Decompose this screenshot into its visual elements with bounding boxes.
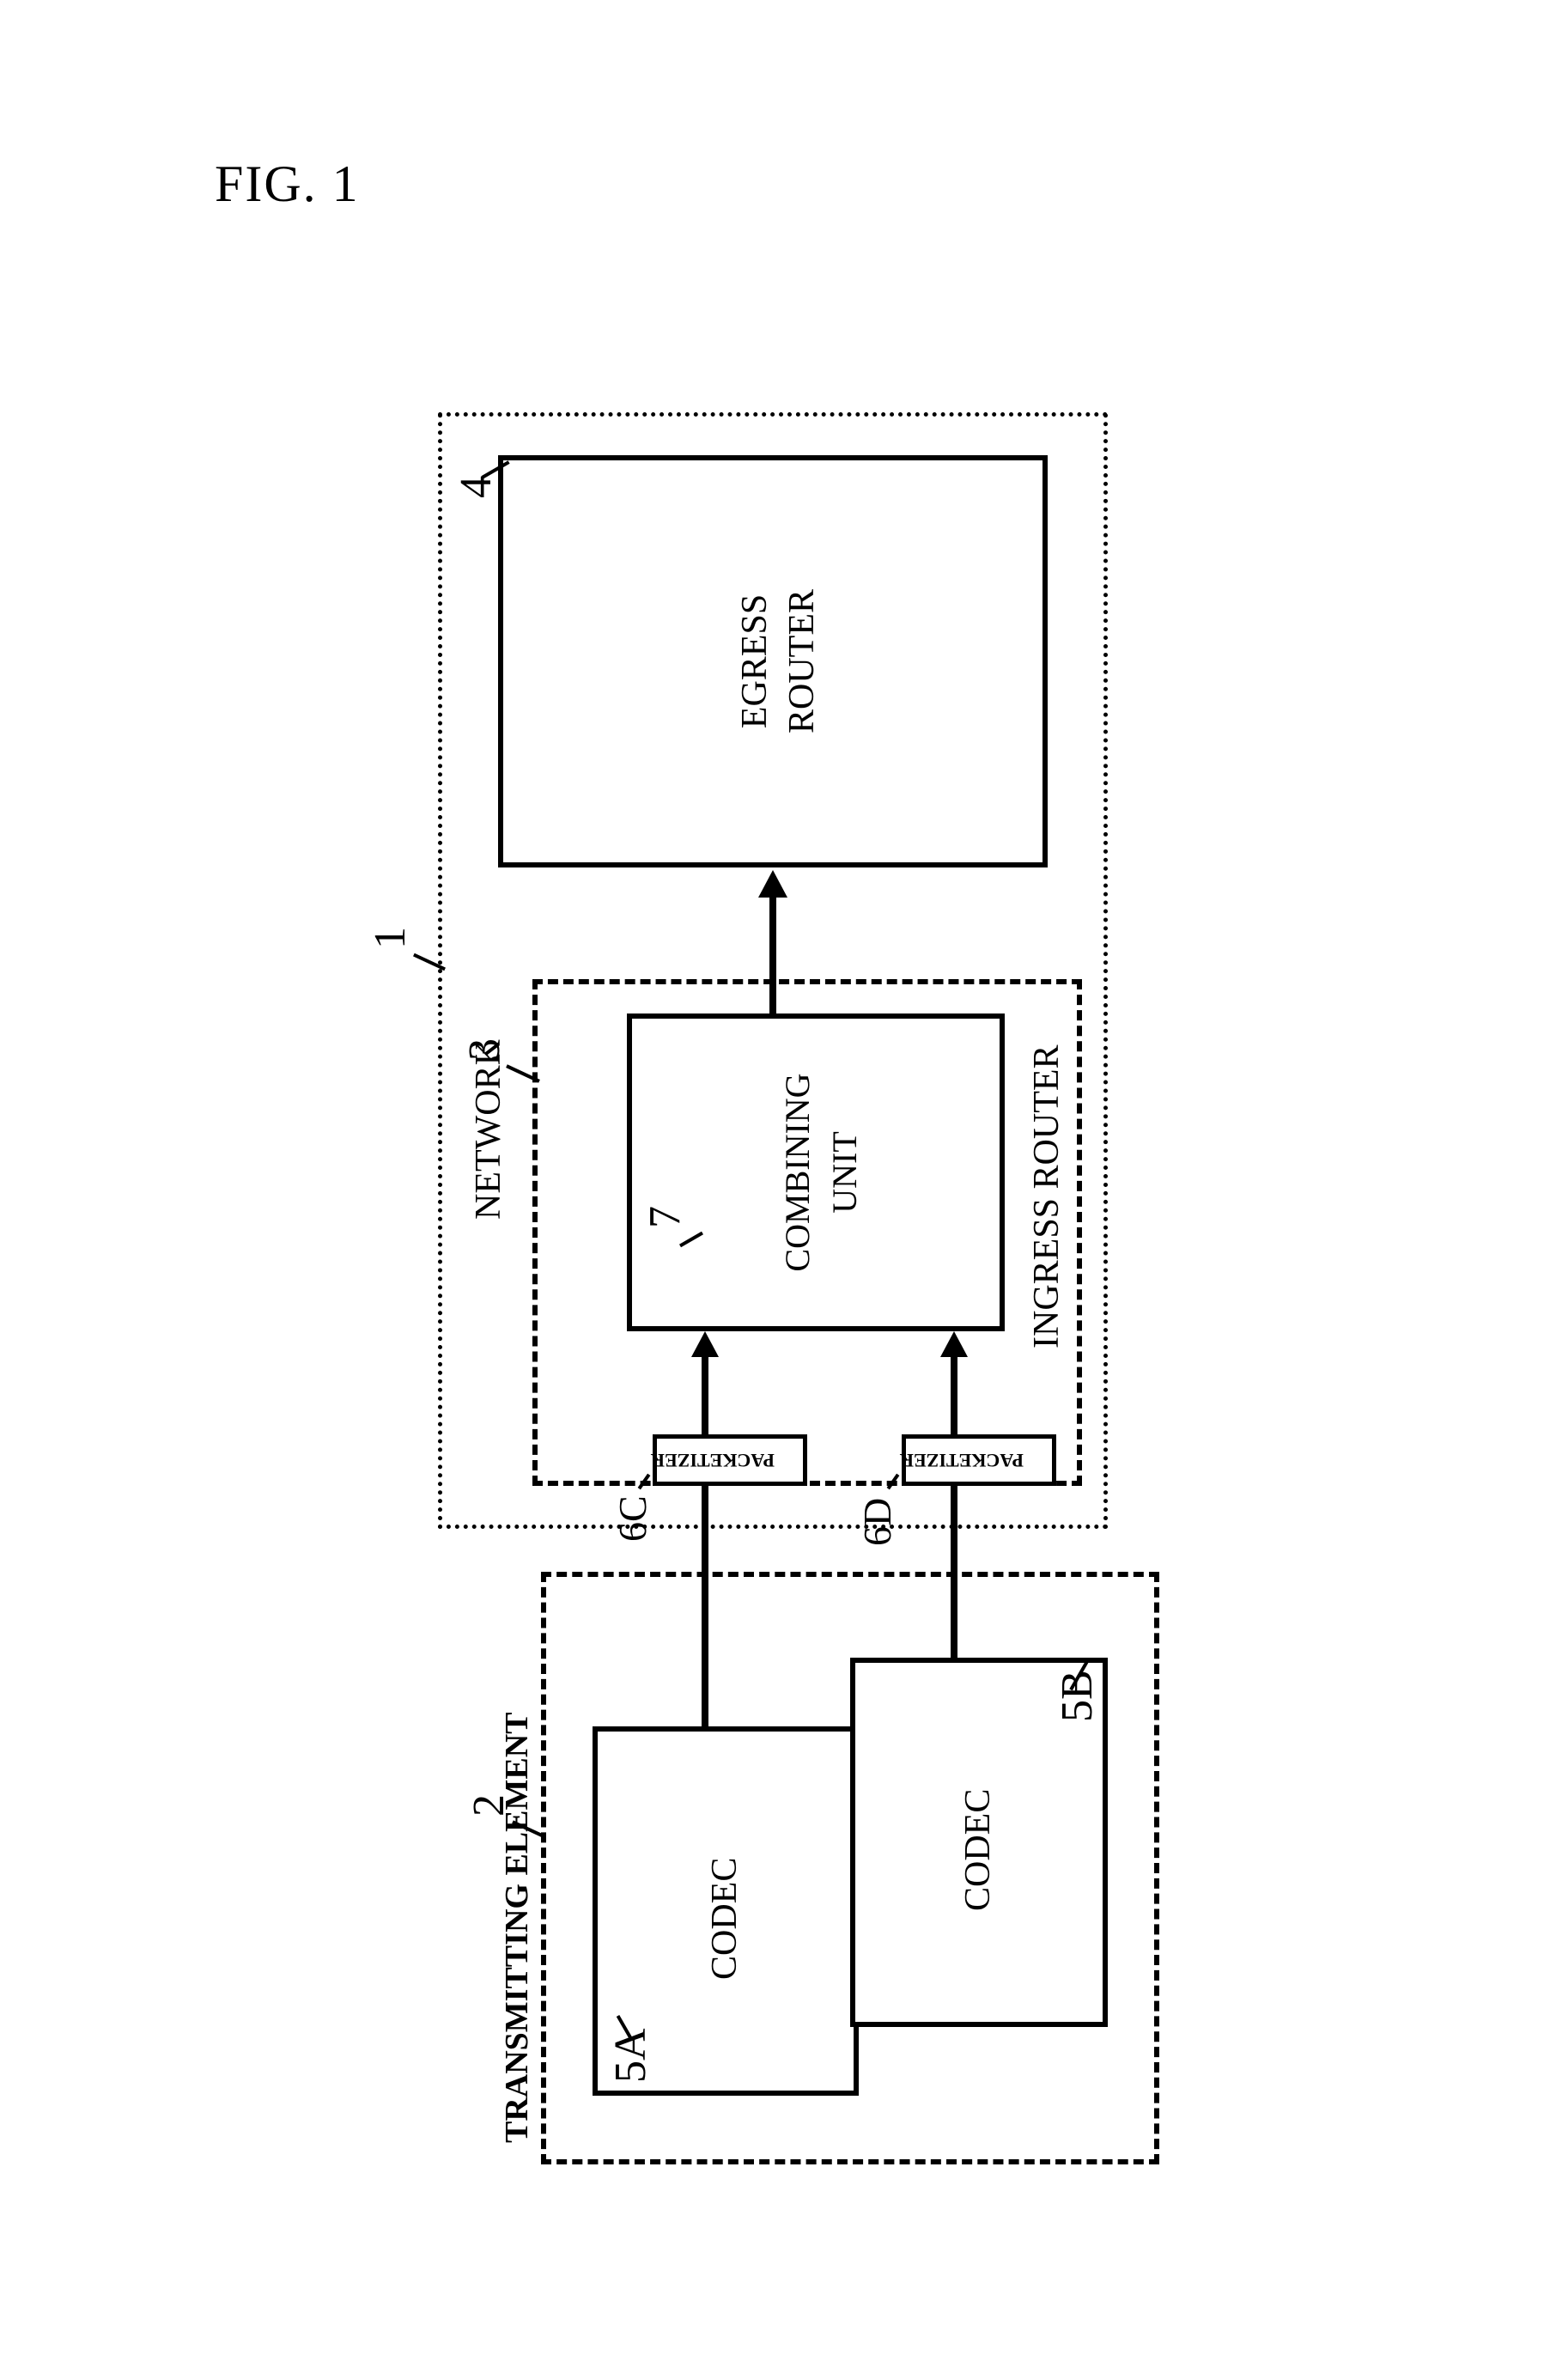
ingress-num: 3 (459, 1038, 510, 1061)
network-label: NETWORK (468, 1039, 509, 1220)
arrow-pc-comb-head (691, 1331, 719, 1357)
combining-label-1: COMBINING (777, 1056, 818, 1288)
codec-a-label: CODEC (704, 1858, 745, 1980)
egress-label-1: EGRESS (734, 524, 775, 799)
diagram: NETWORK 1 TRANSMITTING ELEMENT 2 INGRESS… (301, 387, 1245, 2190)
arrow-pd-comb (951, 1353, 957, 1434)
transmitting-label: TRANSMITTING ELEMENT (498, 1713, 536, 2143)
figure-title: FIG. 1 (215, 155, 360, 214)
packetizer-d-label: PACKETIZER (938, 1449, 1024, 1471)
arrow-comb-egress (769, 893, 776, 1013)
packetizer-c-label: PACKETIZER (689, 1449, 775, 1471)
combining-label-2: UNIT (824, 1056, 865, 1288)
egress-num: 4 (451, 476, 501, 498)
arrow-comb-egress-head (758, 870, 787, 898)
packetizer-d-num: 6D (854, 1498, 900, 1546)
egress-label-2: ROUTER (781, 524, 823, 799)
arrow-pd-comb-head (940, 1331, 968, 1357)
ingress-label: INGRESS ROUTER (1026, 1044, 1067, 1348)
arrow-b-pd (951, 1486, 957, 1658)
packetizer-c-num: 6C (610, 1495, 655, 1542)
page: FIG. 1 NETWORK 1 TRANSMITTING ELEMENT 2 … (0, 0, 1544, 2380)
transmitting-num: 2 (464, 1794, 514, 1817)
arrow-a-pc (702, 1486, 708, 1726)
network-num: 1 (365, 927, 416, 949)
codec-b-label: CODEC (957, 1789, 999, 1911)
combining-num: 7 (640, 1206, 690, 1228)
arrow-pc-comb (702, 1353, 708, 1434)
